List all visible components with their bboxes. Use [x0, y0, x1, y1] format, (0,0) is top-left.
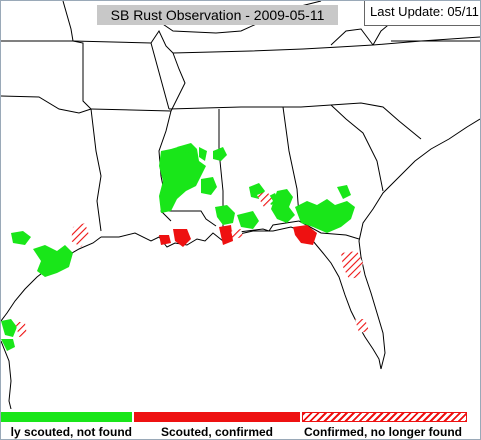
- red-area: [159, 235, 171, 245]
- map-legend: ly scouted, not found Scouted, confirmed…: [1, 410, 480, 439]
- green-area: [295, 199, 355, 233]
- green-area: [11, 231, 31, 245]
- coastline: [1, 118, 480, 409]
- boundary-ga-fl: [298, 220, 360, 240]
- scouted-confirmed-areas: [159, 225, 317, 247]
- red-area: [293, 225, 317, 245]
- hatched-area: [231, 229, 243, 239]
- hatched-area: [355, 319, 369, 333]
- legend-label-scouted-not-found: ly scouted, not found: [10, 425, 132, 439]
- map-canvas: [1, 1, 480, 409]
- green-area: [215, 205, 235, 225]
- boundary-mo-ar: [72, 29, 174, 54]
- hatched-area: [257, 191, 273, 209]
- green-area: [237, 211, 259, 229]
- confirmed-no-longer-found-areas: [15, 191, 369, 337]
- boundary-ga-sc: [330, 104, 384, 192]
- green-area: [177, 143, 197, 153]
- boundary-ar-la-tx: [90, 108, 172, 112]
- legend-swatch-confirmed-no-longer-found: [302, 412, 467, 422]
- boundary-la-ms: [161, 210, 217, 227]
- last-update-label: Last Update: 05/11: [364, 1, 480, 26]
- boundary-al-ga: [282, 106, 300, 217]
- hatched-area: [71, 223, 89, 247]
- legend-swatch-scouted-confirmed: [134, 412, 300, 422]
- boundary-ok-ar: [72, 40, 92, 110]
- map-title: SB Rust Observation - 2009-05-11: [97, 5, 338, 25]
- boundary-ks-mo: [62, 1, 74, 42]
- red-area: [219, 225, 233, 245]
- boundary-ok-tx: [1, 95, 92, 114]
- red-area: [173, 229, 191, 247]
- legend-label-confirmed-no-longer-found: Confirmed, no longer found: [304, 425, 462, 439]
- green-area: [201, 177, 217, 195]
- scouted-not-found-areas: [1, 143, 355, 351]
- hatched-area: [341, 251, 363, 279]
- boundary-tn-ky: [172, 44, 374, 54]
- boundary-ky-va: [330, 28, 374, 46]
- legend-swatch-scouted-not-found: [1, 412, 132, 422]
- green-area: [271, 189, 295, 223]
- boundary-nc-sc: [330, 102, 422, 140]
- boundary-tx-la: [90, 108, 102, 232]
- boundary-ar-ms-north: [150, 42, 170, 110]
- hatched-area: [15, 321, 27, 337]
- green-area: [213, 147, 227, 161]
- green-area: [159, 146, 206, 213]
- boundary-tn-south: [168, 104, 332, 110]
- green-area: [33, 245, 73, 277]
- legend-label-scouted-confirmed: Scouted, confirmed: [161, 425, 274, 439]
- green-area: [199, 147, 207, 161]
- green-area: [337, 185, 351, 199]
- green-area: [1, 319, 17, 337]
- state-boundaries: [1, 1, 480, 242]
- green-area: [1, 339, 15, 351]
